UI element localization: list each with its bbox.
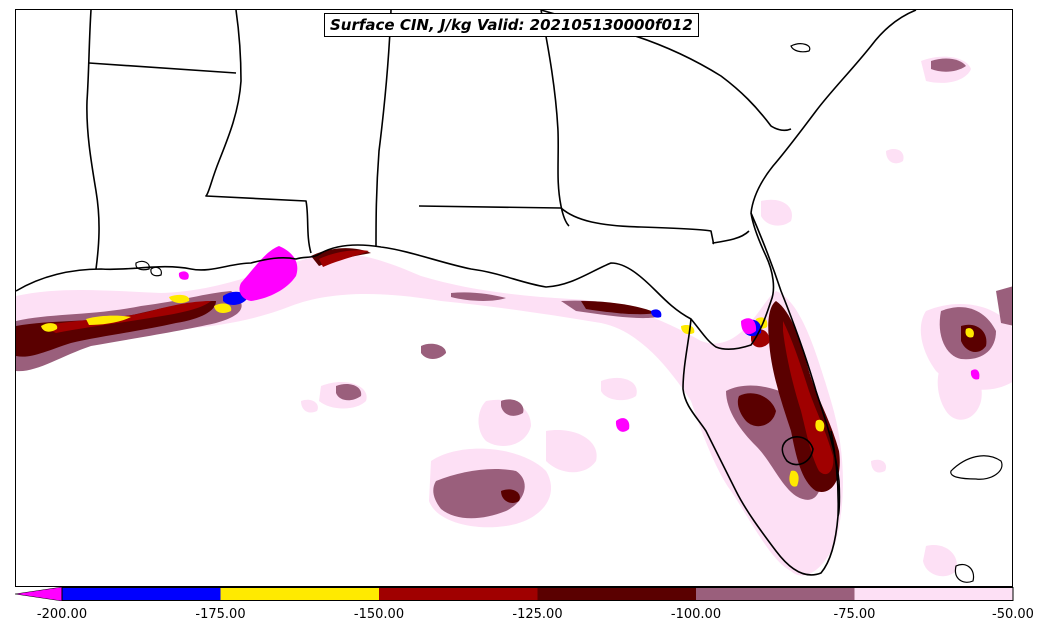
florida-west-coast (682, 318, 839, 576)
colorbar-segment (537, 587, 696, 601)
colorbar-tick-label: -75.00 (833, 607, 876, 622)
colorbar-tick-label: -150.00 (353, 607, 405, 622)
border-mississippi-river (205, 10, 312, 254)
colorbar-outline (61, 587, 1014, 601)
cin-band-magenta (178, 246, 980, 432)
lake-okeechobee (781, 436, 814, 466)
border-arkansas-louisiana (88, 62, 237, 74)
cin-band-yellow (41, 294, 974, 487)
colorbar-tick-label: -200.00 (36, 607, 88, 622)
colorbar-segment (62, 587, 221, 601)
colorbar-segment (696, 587, 855, 601)
border-alabama-florida (418, 205, 750, 245)
colorbar-segment (854, 587, 1013, 601)
border-alabama-georgia (540, 10, 570, 227)
border-mississippi-alabama (375, 10, 392, 248)
border-texas-louisiana (86, 10, 100, 270)
islands (135, 43, 1003, 583)
atlantic-coastline (750, 10, 917, 214)
colorbar-tick-label: -100.00 (670, 607, 722, 622)
colorbar-segment (379, 587, 538, 601)
map-title: Surface CIN, J/kg Valid: 202105130000f01… (324, 13, 699, 37)
gulf-coastline (16, 212, 775, 350)
cin-field (16, 56, 1012, 577)
florida-east-coast (750, 212, 841, 517)
colorbar-tick-label: -50.00 (992, 607, 1034, 622)
colorbar-tick-label: -125.00 (512, 607, 563, 622)
colorbar (15, 587, 1014, 601)
colorbar-tick-label: -175.00 (195, 607, 246, 622)
colorbar-underflow-triangle (15, 587, 63, 601)
colorbar-segment (220, 587, 379, 601)
colorbar-segments (62, 587, 1013, 601)
map-panel (15, 9, 1013, 587)
cin-band-mauve (16, 58, 1012, 519)
